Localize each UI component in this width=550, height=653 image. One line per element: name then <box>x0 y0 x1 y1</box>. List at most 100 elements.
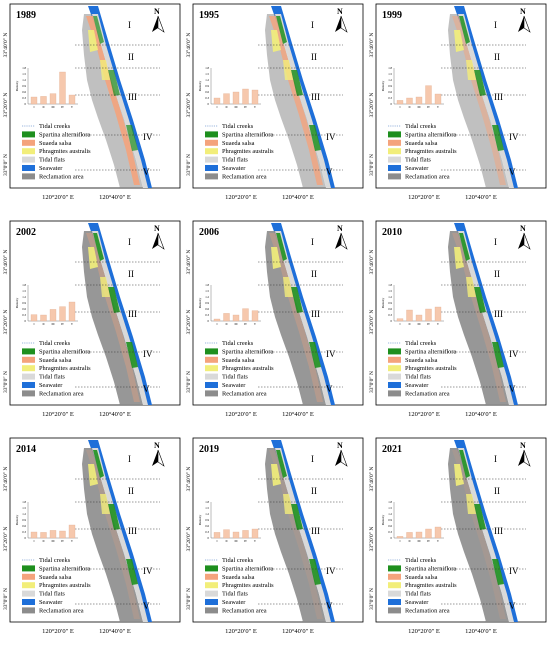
legend-label: Tidal flats <box>222 591 248 598</box>
north-label: N <box>520 7 526 16</box>
legend-swatch <box>205 607 218 614</box>
spartina-patch-mid <box>291 287 303 313</box>
latitude-label: 33°0′0″ N <box>2 154 9 176</box>
zone-label-II: II <box>311 269 317 279</box>
longitude-label: 120°40′0″ E <box>99 628 131 635</box>
phragmites-patch-2 <box>283 277 293 297</box>
chart-tick-label: 1.5 <box>22 72 26 76</box>
legend-label: Suaeda salsa <box>39 357 72 364</box>
chart-ylabel: Density <box>15 514 19 525</box>
map-panel-2021: I II III IV V N 2021 33°40′0″ N 33°20′0″ N 33°0′0… <box>366 434 549 651</box>
legend-label: Tidal creeks <box>405 340 437 347</box>
chart-tick-label: 0.3 <box>22 96 26 100</box>
zone-label-I: I <box>311 20 314 30</box>
chart-tick-label: 0.3 <box>388 96 392 100</box>
zone-label-I: I <box>311 237 314 247</box>
longitude-label: 120°20′0″ E <box>225 628 257 635</box>
legend-label: Suaeda salsa <box>222 574 255 581</box>
longitude-label: 120°20′0″ E <box>42 411 74 418</box>
zone-label-III: III <box>311 309 320 319</box>
chart-tick-label: 1.8 <box>388 500 392 504</box>
zone-label-V: V <box>509 601 516 611</box>
legend-swatch <box>22 590 35 597</box>
phragmites-patch-1 <box>454 464 464 486</box>
legend-label: Reclamation area <box>39 390 84 397</box>
north-arrow: N <box>152 224 165 250</box>
chart-tick-label: 1.5 <box>22 289 26 293</box>
reclamation-area <box>82 448 143 622</box>
legend-swatch <box>205 573 218 580</box>
legend-label: Tidal flats <box>39 591 65 598</box>
chart-category-label: V <box>254 539 257 543</box>
chart-tick-label: 1.8 <box>388 283 392 287</box>
chart-tick-label: 0.9 <box>22 84 26 88</box>
legend-swatch <box>22 382 35 388</box>
chart-tick-label: 1.5 <box>205 72 209 76</box>
chart-category-label: IV <box>244 539 248 543</box>
north-label: N <box>154 7 160 16</box>
legend-label: Phragmites australis <box>222 365 274 372</box>
suaeda-salsa-zone <box>269 16 323 185</box>
north-arrow-right <box>523 15 531 33</box>
chart-category-label: I <box>217 105 218 109</box>
legend-label: Spartina alterniflora <box>405 565 456 572</box>
latitude-label: 33°20′0″ N <box>368 310 375 335</box>
legend-label: Reclamation area <box>39 607 84 614</box>
zone-label-IV: IV <box>326 132 336 142</box>
north-label: N <box>154 224 160 233</box>
legend-swatch <box>205 148 218 155</box>
density-bar <box>415 96 423 105</box>
spartina-patch-mid <box>474 504 486 530</box>
legend-label: Spartina alterniflora <box>39 131 90 138</box>
reclamation-area <box>448 231 509 405</box>
latitude-label: 33°40′0″ N <box>368 33 375 58</box>
legend-swatch <box>205 365 218 372</box>
longitude-label: 120°40′0″ E <box>282 194 314 201</box>
latitude-label: 33°20′0″ N <box>185 93 192 118</box>
legend-label: Phragmites australis <box>39 582 91 589</box>
legend-label: Phragmites australis <box>405 148 457 155</box>
spartina-patch-north <box>276 16 287 44</box>
chart-tick-label: 1.8 <box>205 283 209 287</box>
map-panel-2002: I II III IV V N 2002 33°40′0″ N 33°20′0″ N 33°0′0… <box>0 217 183 434</box>
spartina-patch-north <box>93 16 104 44</box>
chart-tick-label: 0.3 <box>22 530 26 534</box>
year-label: 2006 <box>199 227 219 238</box>
legend-label: Reclamation area <box>39 173 84 180</box>
legend-label: Phragmites australis <box>222 582 274 589</box>
legend-swatch <box>205 382 218 388</box>
legend-swatch <box>388 365 401 372</box>
legend-swatch <box>22 599 35 605</box>
chart-tick-label: 0.6 <box>205 307 209 311</box>
chart-tick-label: 0 <box>391 319 393 323</box>
legend-label: Suaeda salsa <box>222 140 255 147</box>
north-arrow-right <box>523 449 531 467</box>
legend-swatch <box>205 565 218 572</box>
chart-category-label: I <box>34 322 35 326</box>
legend-label: Suaeda salsa <box>405 357 438 364</box>
zone-label-I: I <box>128 20 131 30</box>
zone-label-IV: IV <box>143 566 153 576</box>
legend-swatch <box>388 148 401 155</box>
legend-label: Phragmites australis <box>222 148 274 155</box>
chart-tick-label: 1.2 <box>388 512 392 516</box>
legend-label: Seawater <box>405 382 429 389</box>
legend-swatch <box>388 165 401 171</box>
density-bar <box>68 94 76 105</box>
legend-swatch <box>388 348 401 355</box>
north-arrow-left <box>152 16 158 32</box>
density-bar <box>232 91 240 105</box>
chart-tick-label: 1.8 <box>205 66 209 70</box>
spartina-patch-south <box>309 559 321 585</box>
